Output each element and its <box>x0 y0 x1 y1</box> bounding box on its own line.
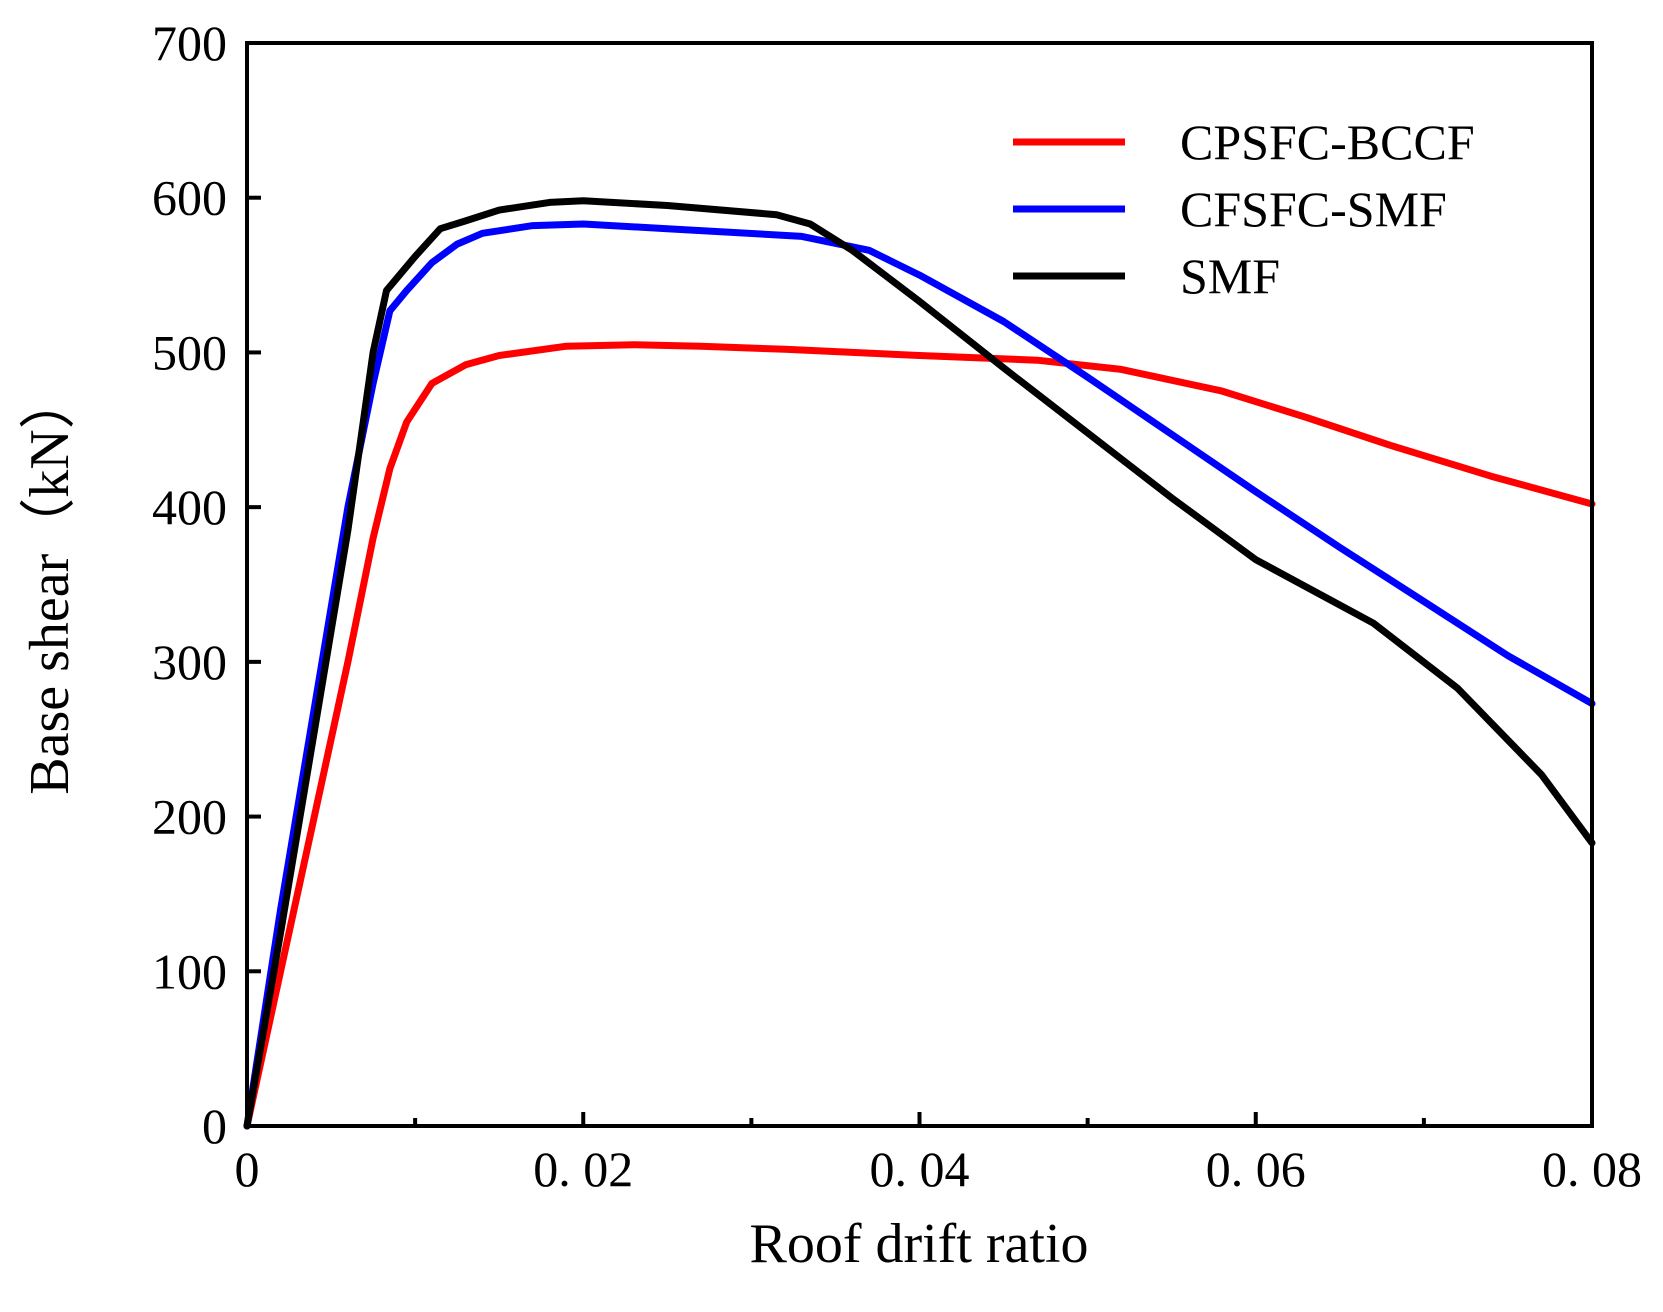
y-tick-label: 100 <box>152 943 227 999</box>
y-tick-label: 400 <box>152 479 227 535</box>
y-axis-title: Base shear（kN） <box>19 373 81 794</box>
x-tick-label: 0. 04 <box>870 1141 970 1197</box>
y-tick-label: 300 <box>152 634 227 690</box>
y-tick-label: 600 <box>152 170 227 226</box>
legend: CPSFC-BCCF CFSFC-SMF SMF <box>1013 114 1475 304</box>
tick-layer: 0 0. 02 0. 04 0. 06 0. 08 0 100 200 300 400 500 600… <box>152 15 1642 1197</box>
x-tick-label: 0. 02 <box>533 1141 633 1197</box>
x-axis-title: Roof drift ratio <box>749 1213 1088 1275</box>
x-tick-label: 0. 08 <box>1542 1141 1642 1197</box>
legend-label-cpsfc-bccf: CPSFC-BCCF <box>1180 114 1475 170</box>
series-layer <box>243 197 1596 1130</box>
y-tick-label: 700 <box>152 15 227 71</box>
series-line-smf <box>243 197 1596 1130</box>
x-tick-label: 0. 06 <box>1206 1141 1306 1197</box>
series-line-cfsfc-smf <box>243 220 1596 1130</box>
legend-label-cfsfc-smf: CFSFC-SMF <box>1180 181 1447 237</box>
series-line-cpsfc-bccf <box>243 341 1596 1130</box>
legend-label-smf: SMF <box>1180 248 1280 304</box>
y-tick-label: 200 <box>152 789 227 845</box>
x-tick-label: 0 <box>235 1141 260 1197</box>
y-tick-label: 500 <box>152 324 227 380</box>
y-tick-label: 0 <box>202 1098 227 1154</box>
